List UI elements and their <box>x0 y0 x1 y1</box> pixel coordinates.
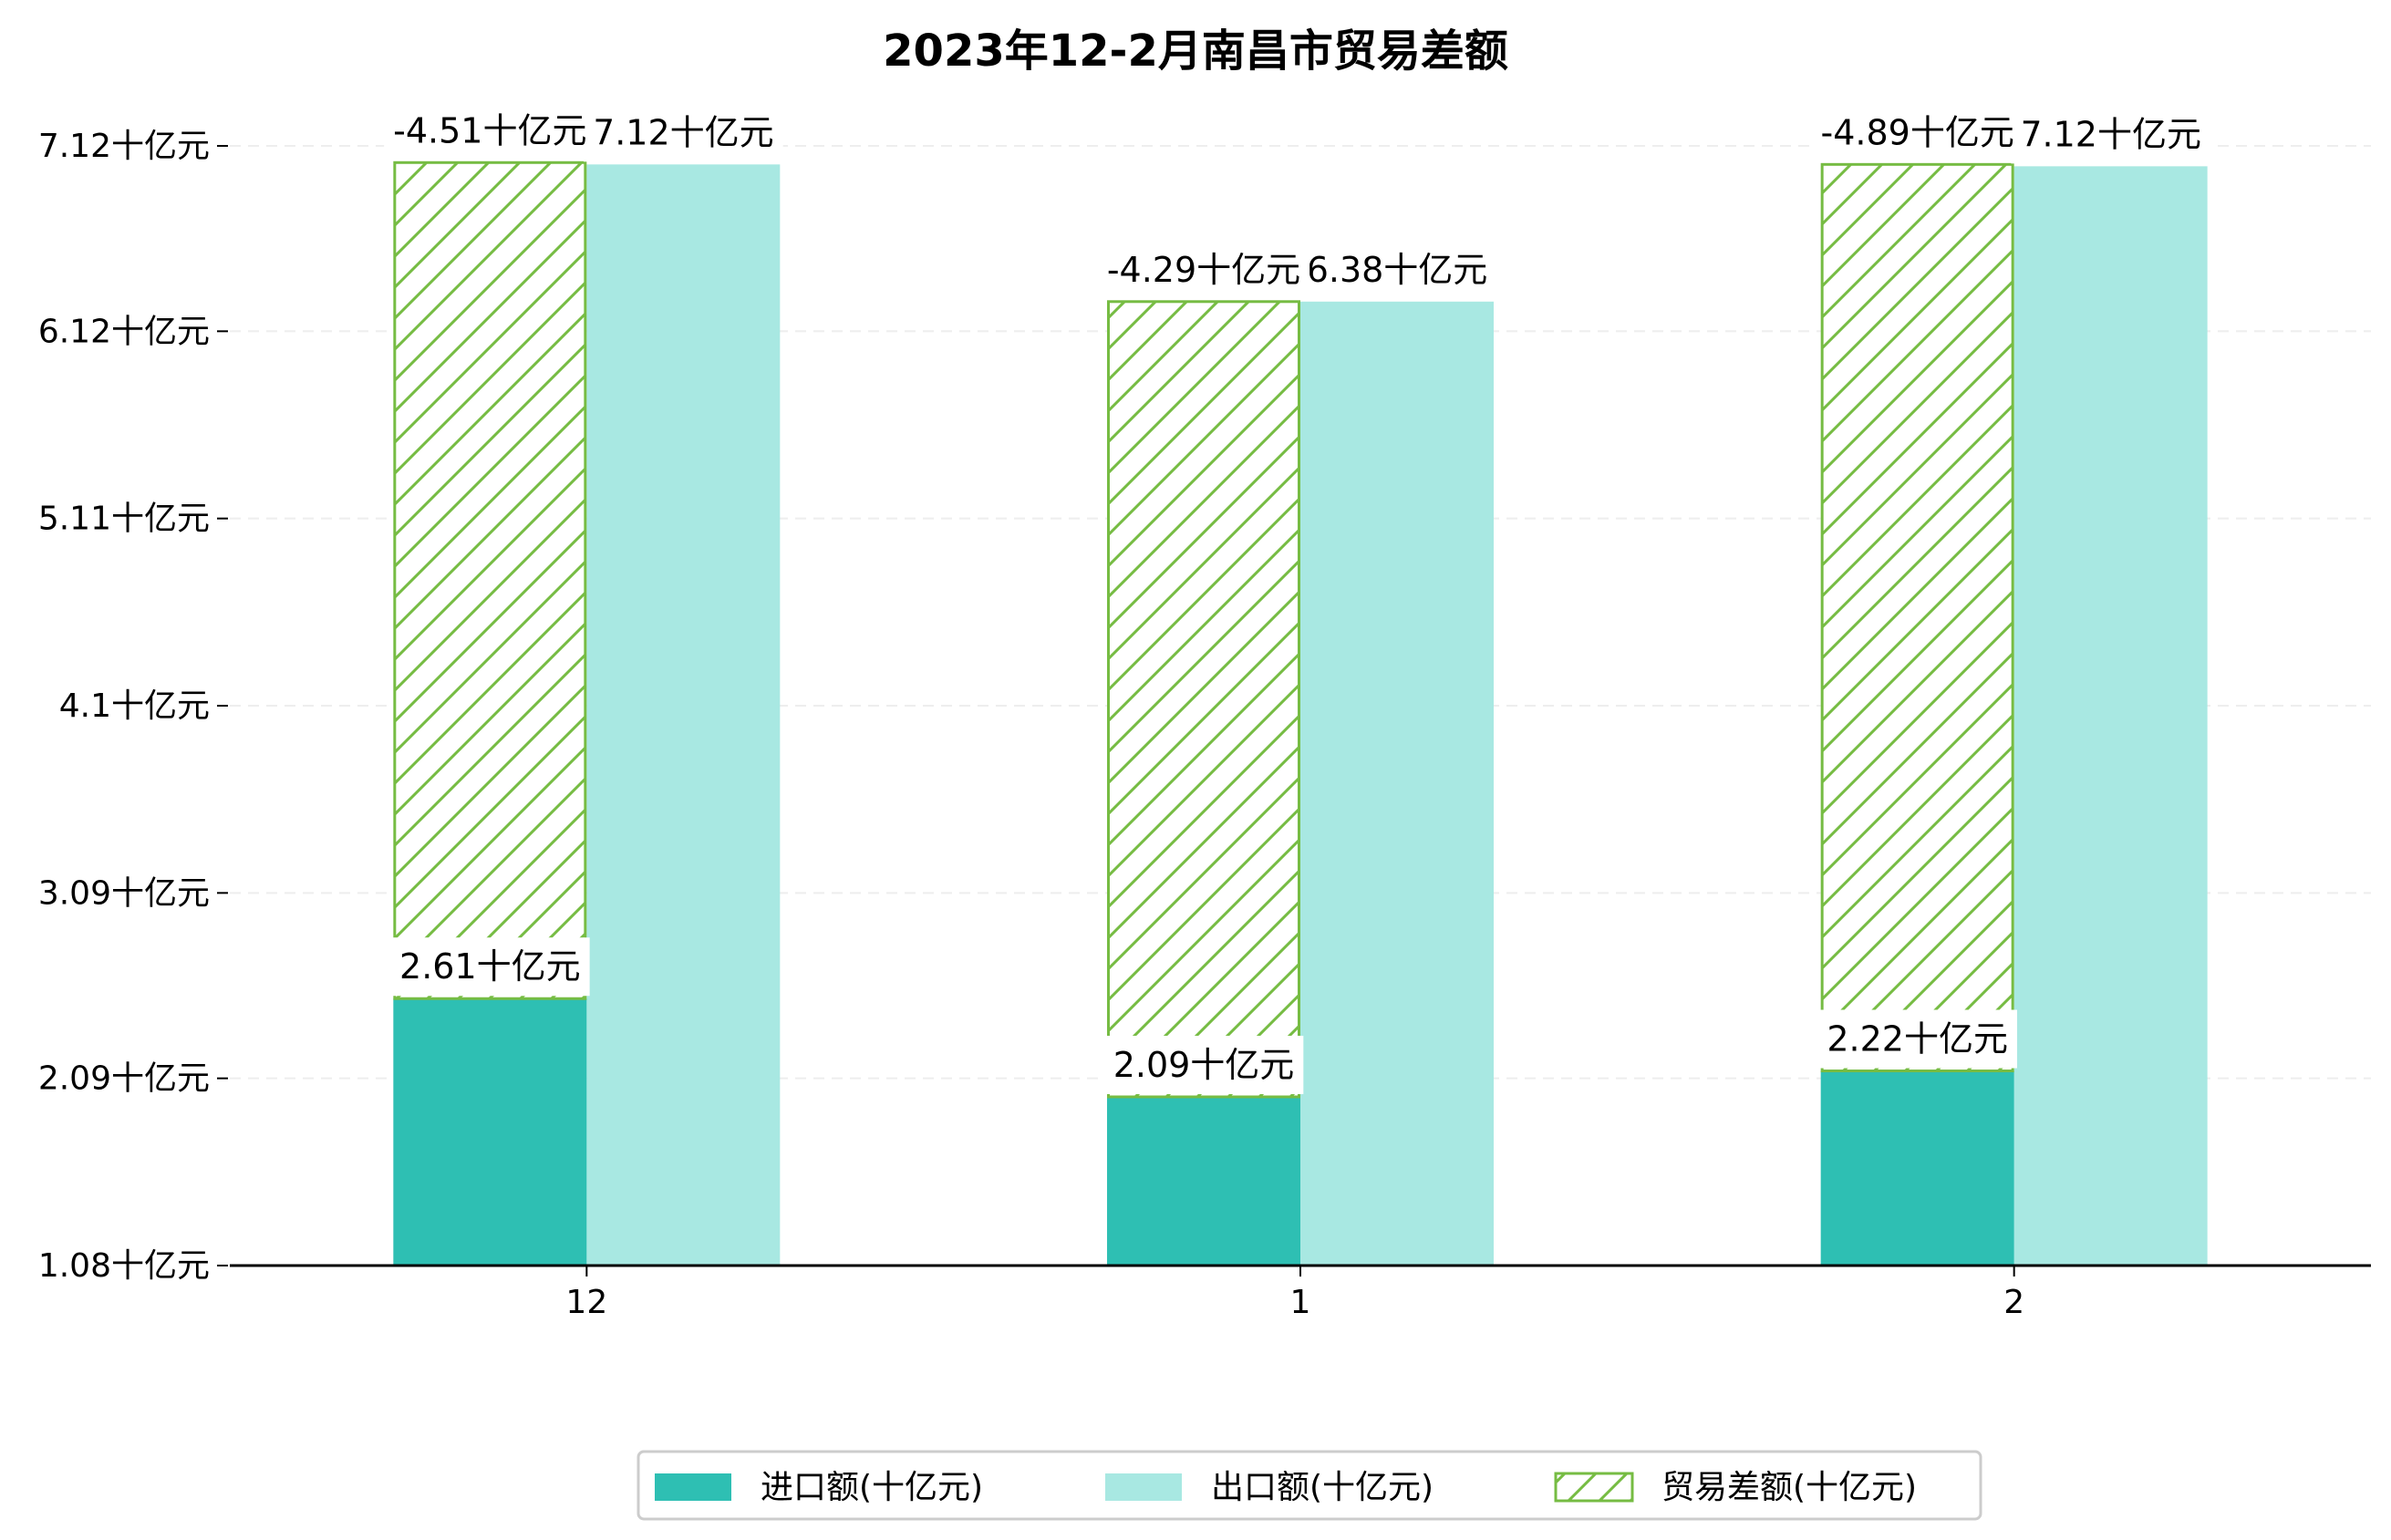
label-export-group: 7.12十亿元 <box>584 103 783 162</box>
label-import-group: 2.09十亿元 <box>1103 1035 1304 1094</box>
chart-title: 2023年12-2月南昌市贸易差额 <box>883 26 1508 77</box>
bar-import <box>393 998 587 1266</box>
bar-export <box>2013 166 2208 1266</box>
label-export: 6.38十亿元 <box>1307 250 1488 290</box>
bar-trade-balance <box>393 160 587 1000</box>
y-tick-label: 3.09十亿元 <box>38 874 210 912</box>
legend-frame <box>637 1450 1982 1521</box>
legend-swatch-balance <box>1554 1472 1634 1503</box>
bar-import <box>1107 1096 1300 1266</box>
label-import: 2.09十亿元 <box>1113 1045 1295 1085</box>
label-import-bg <box>1103 1035 1304 1094</box>
label-trade-balance-group: -4.51十亿元 <box>384 101 596 160</box>
label-import-group: 2.61十亿元 <box>390 937 590 997</box>
axes: 1.08十亿元 2.09十亿元 3.09十亿元 4.1十亿元 5.11十亿元 6.12十亿… <box>38 128 2371 1321</box>
bar-trade-balance <box>1820 162 2014 1073</box>
label-export: 7.12十亿元 <box>2020 114 2201 154</box>
label-trade-balance-bg <box>1811 103 2024 162</box>
label-import-group: 2.22十亿元 <box>1817 1009 2017 1069</box>
bar-export <box>1300 301 1494 1266</box>
bar-trade-balance <box>1107 300 1300 1099</box>
label-trade-balance: -4.89十亿元 <box>1821 112 2014 152</box>
y-tick-label: 5.11十亿元 <box>38 501 210 538</box>
legend-label-export: 出口额(十亿元) <box>1211 1469 1434 1506</box>
legend-label-balance: 贸易差额(十亿元) <box>1661 1469 1917 1506</box>
bar-import <box>1820 1070 2014 1266</box>
label-trade-balance: -4.29十亿元 <box>1107 250 1300 290</box>
x-tick-label: 1 <box>1290 1284 1311 1321</box>
label-trade-balance-bg <box>384 101 596 160</box>
label-import-bg <box>390 937 590 997</box>
label-trade-balance: -4.51十亿元 <box>393 110 586 150</box>
label-trade-balance-bg <box>1097 240 1310 299</box>
data-labels: 2.61十亿元7.12十亿元-4.51十亿元2.09十亿元6.38十亿元-4.2… <box>384 101 2210 1094</box>
y-tick-label: 6.12十亿元 <box>38 313 210 350</box>
bars <box>393 160 2208 1266</box>
label-export-bg <box>584 103 783 162</box>
label-export: 7.12十亿元 <box>593 112 774 152</box>
label-export-bg <box>1297 240 1497 299</box>
label-trade-balance-group: -4.89十亿元 <box>1811 103 2024 162</box>
x-tick-label: 2 <box>2003 1284 2024 1321</box>
label-import: 2.61十亿元 <box>399 946 581 987</box>
bar-export <box>586 164 781 1266</box>
y-tick-label: 1.08十亿元 <box>38 1247 210 1285</box>
legend-swatch-import <box>655 1473 731 1501</box>
label-import: 2.22十亿元 <box>1827 1019 2008 1059</box>
x-tick-label: 12 <box>565 1284 607 1321</box>
y-tick-label: 7.12十亿元 <box>38 128 210 165</box>
label-export-bg <box>2011 105 2210 164</box>
y-tick-label: 2.09十亿元 <box>38 1060 210 1098</box>
y-tick-label: 4.1十亿元 <box>59 687 210 725</box>
label-import-bg <box>1817 1009 2017 1069</box>
label-trade-balance-group: -4.29十亿元 <box>1097 240 1310 299</box>
label-export-group: 6.38十亿元 <box>1297 240 1497 299</box>
legend: 进口额(十亿元) 出口额(十亿元) 贸易差额(十亿元) <box>637 1450 1982 1521</box>
legend-swatch-export <box>1105 1473 1182 1501</box>
legend-label-import: 进口额(十亿元) <box>761 1469 983 1506</box>
label-export-group: 7.12十亿元 <box>2011 105 2210 164</box>
